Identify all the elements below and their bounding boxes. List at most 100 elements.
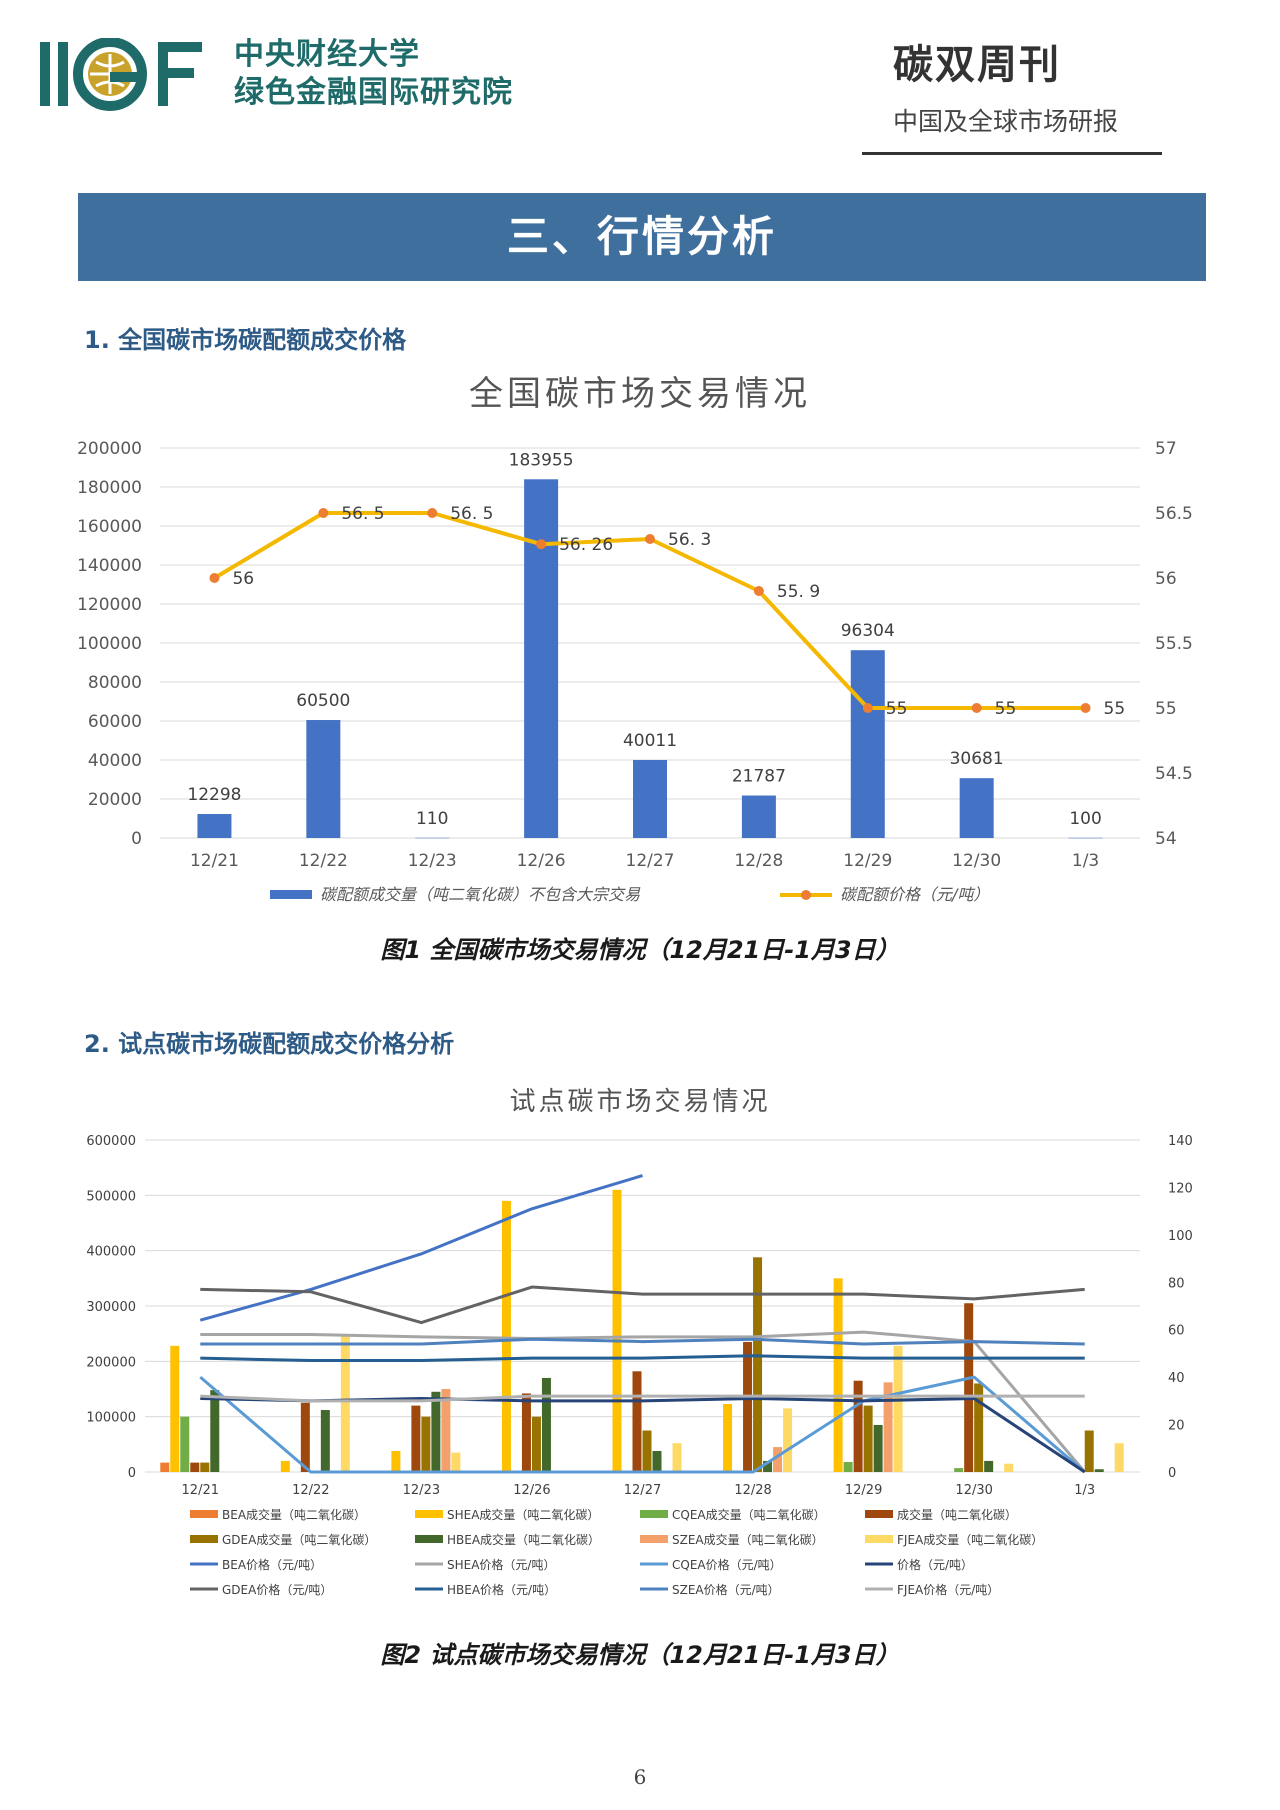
chart2-x-tick: 12/21 bbox=[182, 1483, 219, 1498]
chart1-x-tick: 12/27 bbox=[626, 851, 675, 871]
chart1-price-label: 56 bbox=[232, 569, 254, 589]
chart2-bar bbox=[954, 1468, 964, 1472]
chart2-bar bbox=[1114, 1443, 1124, 1472]
chart2-price-line bbox=[199, 1375, 1086, 1474]
chart2-legend-label: CQEA价格（元/吨） bbox=[672, 1557, 782, 1572]
chart2-bar bbox=[723, 1403, 733, 1472]
chart2-bar bbox=[391, 1450, 401, 1472]
chart2-bar bbox=[441, 1389, 451, 1472]
chart2-bar bbox=[531, 1416, 541, 1472]
chart1-bar bbox=[1068, 837, 1103, 839]
chart2-legend-bar-swatch bbox=[415, 1535, 443, 1543]
page-number: 6 bbox=[633, 1765, 647, 1789]
org-name-line1: 中央财经大学 bbox=[234, 37, 420, 72]
chart1-price-marker bbox=[1080, 703, 1091, 713]
chart1-x-tick: 12/22 bbox=[299, 851, 348, 871]
chart2-x-tick: 12/23 bbox=[403, 1483, 440, 1498]
chart1-legend-bar-label: 碳配额成交量（吨二氧化碳）不包含大宗交易 bbox=[320, 885, 641, 904]
chart1-bar bbox=[415, 837, 450, 839]
chart1-bar-label: 96304 bbox=[841, 621, 895, 641]
chart1-bar-label: 21787 bbox=[732, 767, 786, 787]
chart2-bar bbox=[501, 1200, 511, 1472]
chart2-legend-label: CQEA成交量（吨二氧化碳） bbox=[672, 1507, 826, 1522]
chart1-legend-line-label: 碳配额价格（元/吨） bbox=[840, 885, 989, 904]
chart2-bar bbox=[320, 1410, 330, 1472]
chart1-left-tick: 160000 bbox=[77, 517, 142, 537]
chart1-price-marker bbox=[862, 703, 873, 713]
chart2-bar bbox=[421, 1416, 431, 1472]
chart2-legend-bar-swatch bbox=[640, 1535, 668, 1543]
chart2-bar bbox=[451, 1452, 461, 1472]
chart2-legend-label: SHEA价格（元/吨） bbox=[447, 1557, 555, 1572]
chart1-price-marker bbox=[536, 539, 547, 550]
chart2-legend-label: FJEA价格（元/吨） bbox=[897, 1582, 999, 1597]
chart1-x-tick: 1/3 bbox=[1072, 851, 1099, 871]
chart2-legend-bar-swatch bbox=[190, 1535, 218, 1543]
chart1-left-tick: 100000 bbox=[77, 634, 142, 654]
chart1-x-tick: 12/28 bbox=[734, 851, 783, 871]
chart2-bar bbox=[180, 1416, 190, 1472]
chart2-legend-label: SZEA价格（元/吨） bbox=[672, 1582, 780, 1597]
chart2-bar bbox=[170, 1345, 180, 1472]
chart2-legend-label: BEA价格（元/吨） bbox=[222, 1557, 322, 1572]
chart2-x-tick: 1/3 bbox=[1074, 1483, 1095, 1498]
chart1-left-tick: 140000 bbox=[77, 556, 142, 576]
chart2-bar bbox=[210, 1390, 220, 1472]
chart2-bar bbox=[1084, 1430, 1094, 1472]
chart2-bar bbox=[200, 1462, 210, 1472]
chart2-bar bbox=[541, 1377, 551, 1472]
chart2-legend-label: SHEA成交量（吨二氧化碳） bbox=[447, 1507, 599, 1522]
chart1-bar bbox=[633, 759, 667, 838]
chart2-price-line bbox=[200, 1337, 1085, 1346]
chart1-x-tick: 12/21 bbox=[190, 851, 239, 871]
chart2-bar bbox=[893, 1345, 903, 1472]
chart2-bar bbox=[300, 1402, 310, 1472]
chart1-x-tick: 12/23 bbox=[408, 851, 457, 871]
chart1-title: 全国碳市场交易情况 bbox=[469, 374, 811, 414]
chart1-price-marker bbox=[318, 508, 329, 518]
chart2-right-tick: 80 bbox=[1168, 1276, 1185, 1291]
chart2-legend-bar-swatch bbox=[865, 1535, 893, 1543]
chart1-legend-line-marker bbox=[801, 890, 811, 900]
chart1-legend-bar-swatch bbox=[270, 890, 312, 899]
chart2-x-tick: 12/22 bbox=[292, 1483, 329, 1498]
chart1-x-tick: 12/26 bbox=[517, 851, 566, 871]
figure2-caption: 图2 试点碳市场交易情况（12月21日-1月3日） bbox=[380, 1641, 900, 1669]
chart2-bar bbox=[612, 1189, 622, 1472]
chart2-bar bbox=[833, 1278, 843, 1472]
chart2-price-line bbox=[200, 1285, 1085, 1325]
chart2-price-line bbox=[200, 1394, 1085, 1403]
chart1-bar bbox=[959, 778, 994, 838]
chart2-legend-bar-swatch bbox=[640, 1510, 668, 1518]
chart2-bar bbox=[743, 1341, 753, 1472]
chart2-right-tick: 40 bbox=[1168, 1371, 1185, 1386]
section2-heading: 2. 试点碳市场碳配额成交价格分析 bbox=[84, 1030, 455, 1058]
chart2-left-tick: 400000 bbox=[86, 1245, 136, 1260]
national-carbon-market-chart: 全国碳市场交易情况 0 20000 40000 60000 80000 100000 1200… bbox=[77, 374, 1193, 904]
chart1-right-tick: 55.5 bbox=[1155, 634, 1193, 654]
chart1-x-tick: 12/30 bbox=[952, 851, 1001, 871]
section1-heading: 1. 全国碳市场碳配额成交价格 bbox=[84, 326, 407, 354]
section-banner bbox=[78, 193, 1206, 281]
chart2-bar bbox=[873, 1424, 883, 1472]
chart2-right-tick: 20 bbox=[1168, 1419, 1185, 1434]
chart2-bar bbox=[984, 1460, 994, 1472]
figure1-caption: 图1 全国碳市场交易情况（12月21日-1月3日） bbox=[380, 936, 900, 964]
chart2-price-line bbox=[199, 1174, 643, 1322]
chart2-bar bbox=[883, 1382, 893, 1472]
chart2-legend-bar-swatch bbox=[865, 1510, 893, 1518]
chart2-bar bbox=[431, 1391, 441, 1472]
chart2-left-tick: 100000 bbox=[86, 1411, 136, 1426]
chart2-legend-label: HBEA价格（元/吨） bbox=[447, 1582, 556, 1597]
chart1-left-tick: 120000 bbox=[77, 595, 142, 615]
chart2-legend-bar-swatch bbox=[415, 1510, 443, 1518]
chart2-legend-label: GDEA成交量（吨二氧化碳） bbox=[222, 1532, 376, 1547]
journal-title: 碳双周刊 bbox=[893, 42, 1061, 88]
chart2-right-tick: 100 bbox=[1168, 1229, 1193, 1244]
chart2-left-tick: 600000 bbox=[86, 1134, 136, 1149]
pilot-carbon-market-chart: 试点碳市场交易情况 0 100000 200000 300000 400000 500000… bbox=[86, 1087, 1193, 1597]
chart1-price-marker bbox=[971, 703, 982, 713]
chart2-bar bbox=[783, 1408, 793, 1472]
chart2-legend-label: 价格（元/吨） bbox=[897, 1557, 973, 1572]
chart2-bar bbox=[340, 1336, 350, 1472]
